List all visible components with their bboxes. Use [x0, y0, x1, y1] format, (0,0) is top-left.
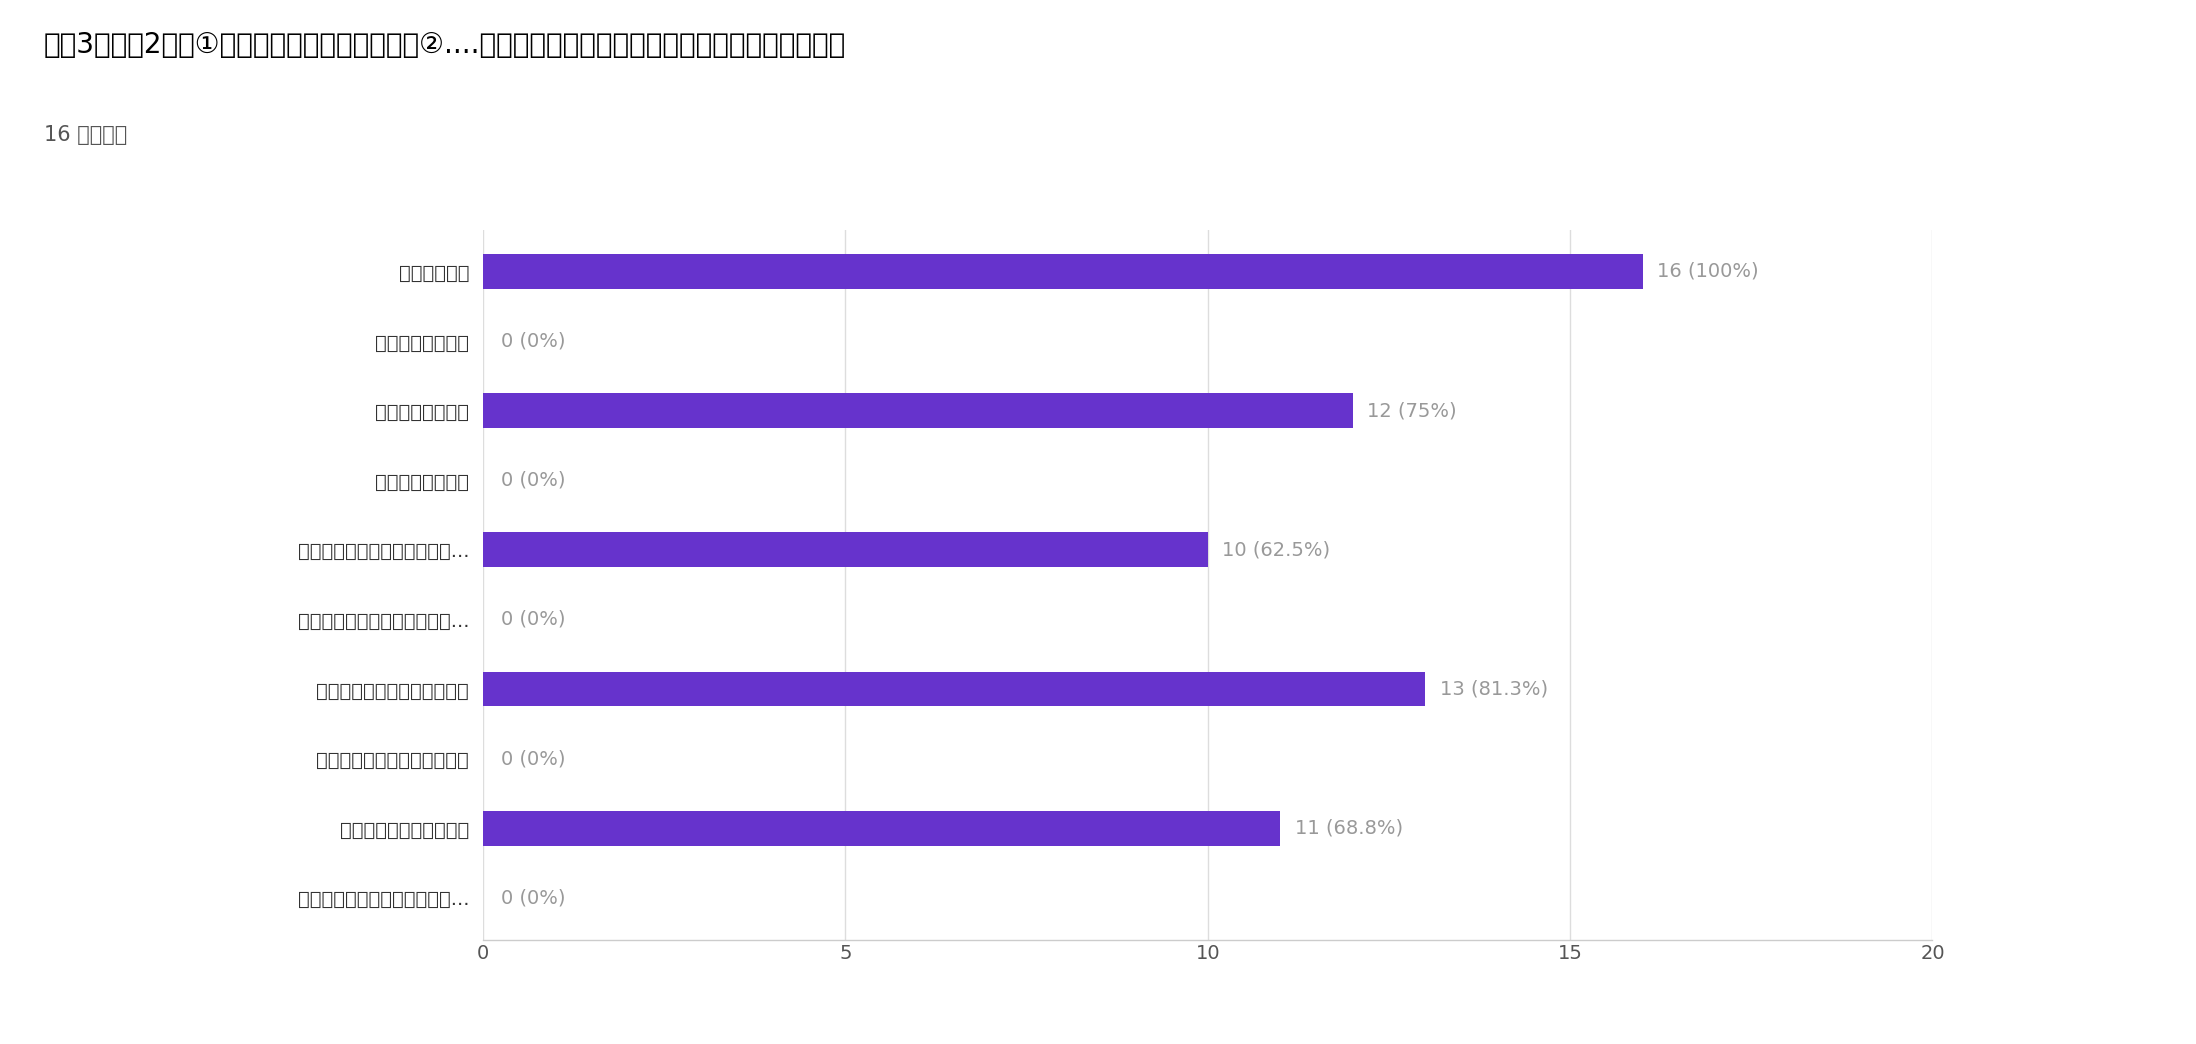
Text: 11 (68.8%): 11 (68.8%)	[1296, 818, 1403, 837]
Text: 0 (0%): 0 (0%)	[501, 888, 567, 907]
Text: 16 (100%): 16 (100%)	[1658, 262, 1759, 281]
Text: 質問3　質問2で「①ひとりで遊びに行った」「②....。遊んだ感想はいかがでしたか？（複数回答可）: 質問3 質問2で「①ひとりで遊びに行った」「②....。遊んだ感想はいかがでした…	[44, 31, 845, 60]
Bar	[483, 671, 1425, 707]
Text: 0 (0%): 0 (0%)	[501, 332, 567, 351]
Text: 0 (0%): 0 (0%)	[501, 610, 567, 628]
Bar	[483, 254, 1643, 289]
Bar	[483, 394, 1353, 428]
Bar	[483, 532, 1208, 567]
Text: 0 (0%): 0 (0%)	[501, 471, 567, 490]
Text: 10 (62.5%): 10 (62.5%)	[1223, 541, 1331, 560]
Text: 0 (0%): 0 (0%)	[501, 750, 567, 768]
Text: 13 (81.3%): 13 (81.3%)	[1441, 680, 1548, 698]
Text: 12 (75%): 12 (75%)	[1368, 401, 1456, 420]
Text: 16 件の回答: 16 件の回答	[44, 125, 127, 145]
Bar	[483, 811, 1280, 846]
